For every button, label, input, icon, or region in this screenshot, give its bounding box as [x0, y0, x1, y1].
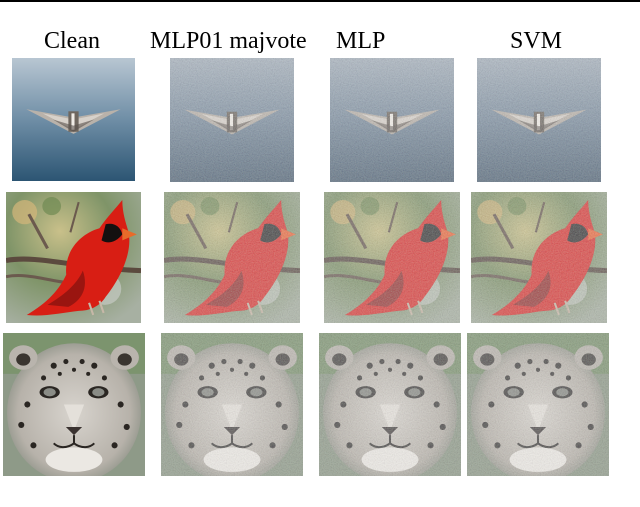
image-airplane-svm	[477, 58, 601, 182]
image-snow-leopard-mlp01-majvote	[161, 333, 303, 476]
column-header-mlp: MLP	[336, 28, 386, 54]
column-header-svm: SVM	[510, 28, 563, 54]
image-cardinal-mlp	[324, 192, 460, 323]
image-airplane-clean	[12, 58, 135, 181]
image-cardinal-svm	[471, 192, 607, 323]
image-snow-leopard-mlp	[319, 333, 461, 476]
column-header-mlp01-majvote: MLP01 majvote	[150, 28, 307, 54]
image-cardinal-mlp01-majvote	[164, 192, 300, 323]
image-airplane-mlp	[330, 58, 454, 182]
top-rule	[0, 0, 640, 2]
image-snow-leopard-svm	[467, 333, 609, 476]
image-airplane-mlp01-majvote	[170, 58, 294, 182]
column-header-clean: Clean	[44, 28, 100, 54]
image-cardinal-clean	[6, 192, 141, 323]
image-snow-leopard-clean	[3, 333, 145, 476]
